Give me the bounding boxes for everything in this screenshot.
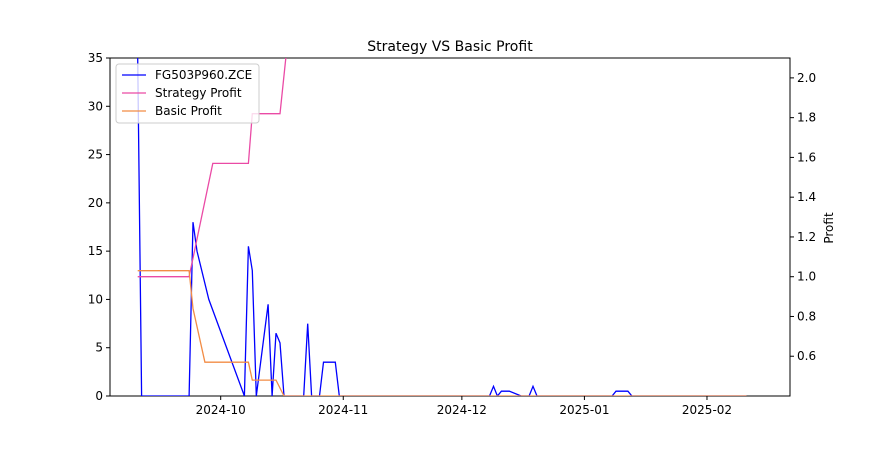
legend-label-strategy-profit: Strategy Profit [155, 86, 242, 100]
series-line-fg503p960-zce [137, 58, 747, 396]
x-tick-label: 2025-02 [682, 403, 732, 417]
y-tick-label: 25 [88, 148, 103, 162]
y2-tick-label: 0.6 [797, 349, 816, 363]
y2-axis-label: Profit [822, 212, 836, 244]
y2-tick-label: 1.0 [797, 270, 816, 284]
legend-items: FG503P960.ZCE Strategy Profit Basic Profit [122, 68, 252, 118]
y2-tick-label: 1.8 [797, 111, 816, 125]
x-tick-label: 2025-01 [559, 403, 609, 417]
x-tick-label: 2024-10 [196, 403, 246, 417]
y2-tick-label: 1.2 [797, 230, 816, 244]
legend-label-basic-profit: Basic Profit [155, 104, 222, 118]
x-tick-label: 2024-12 [437, 403, 487, 417]
y-tick-label: 35 [88, 51, 103, 65]
y2-axis-ticks: 0.6 0.8 1.0 1.2 1.4 1.6 1.8 2.0 [790, 71, 816, 363]
y-tick-label: 30 [88, 99, 103, 113]
y-tick-label: 15 [88, 244, 103, 258]
legend: FG503P960.ZCE Strategy Profit Basic Profit [115, 63, 260, 124]
x-axis-ticks: 2024-10 2024-11 2024-12 2025-01 2025-02 [196, 396, 732, 417]
y2-tick-label: 0.8 [797, 309, 816, 323]
y2-tick-label: 1.6 [797, 150, 816, 164]
chart-title: Strategy VS Basic Profit [367, 39, 533, 55]
legend-label-fg503p960-zce: FG503P960.ZCE [155, 68, 252, 82]
x-tick-label: 2024-11 [318, 403, 368, 417]
y-axis-ticks: 0 5 10 15 20 25 30 35 [88, 51, 110, 403]
series-layer [137, 58, 747, 396]
y-tick-label: 0 [95, 389, 103, 403]
y-tick-label: 20 [88, 196, 103, 210]
y-tick-label: 5 [95, 341, 103, 355]
y-tick-label: 10 [88, 292, 103, 306]
y2-tick-label: 1.4 [797, 190, 816, 204]
series-line-basic-profit [137, 270, 747, 396]
legend-box [115, 63, 260, 124]
y2-tick-label: 2.0 [797, 71, 816, 85]
